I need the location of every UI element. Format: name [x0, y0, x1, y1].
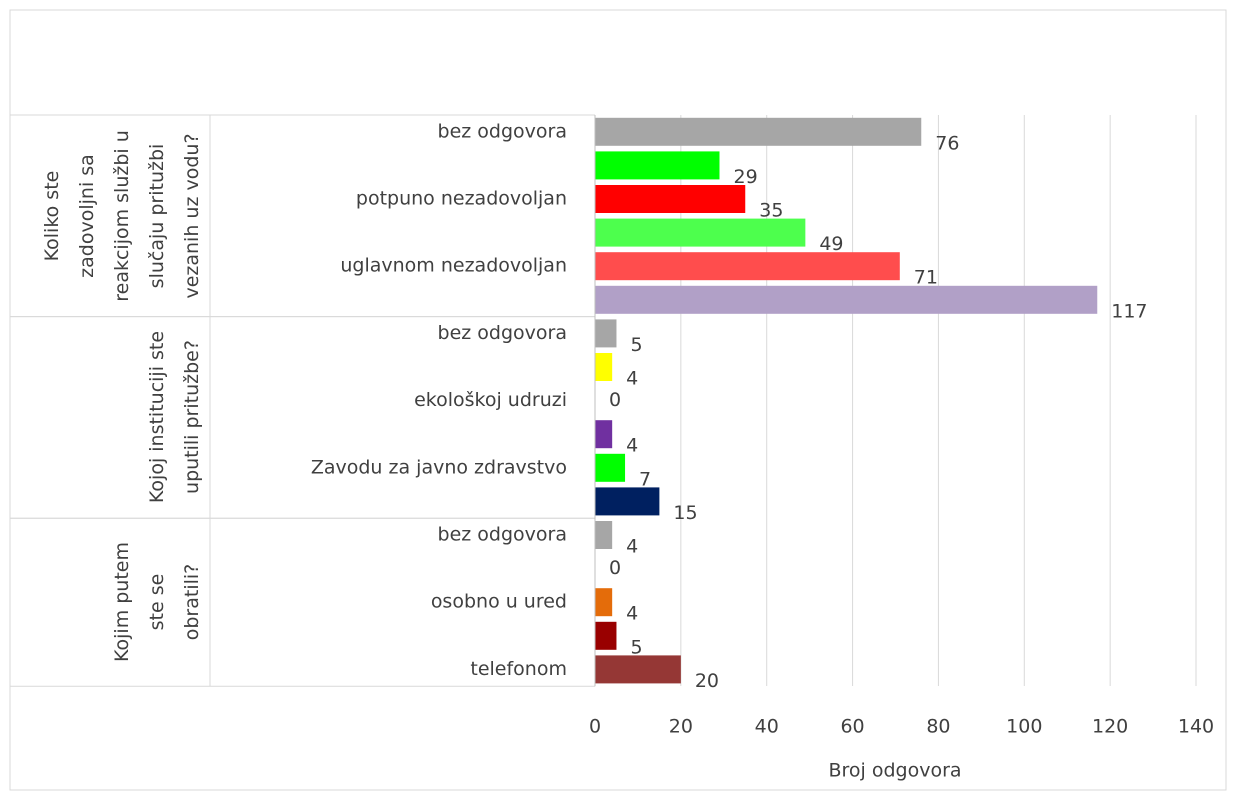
- value-label: 20: [695, 670, 719, 692]
- bar: [595, 151, 720, 180]
- value-label: 4: [626, 603, 638, 625]
- value-label: 49: [819, 233, 843, 255]
- bar: [595, 487, 660, 516]
- bar: [595, 285, 1098, 314]
- value-label: 4: [626, 368, 638, 390]
- bar: [595, 453, 626, 482]
- group-label: Kojim putem ste se obratili?: [10, 518, 210, 686]
- value-label: 76: [935, 132, 959, 154]
- group-label-text: Koliko ste zadovoljni sa reakcijom služb…: [40, 130, 203, 302]
- x-tick-label: 140: [1178, 716, 1214, 738]
- category-label: osobno u ured: [431, 591, 567, 613]
- value-label: 15: [673, 502, 697, 524]
- x-tick-label: 100: [1006, 716, 1042, 738]
- bar: [595, 521, 613, 549]
- group-label: Koliko ste zadovoljni sa reakcijom služb…: [10, 115, 210, 317]
- x-axis-label: Broj odgovora: [828, 760, 961, 782]
- value-label: 7: [639, 468, 651, 490]
- category-label: Zavodu za javno zdravstvo: [311, 456, 567, 478]
- x-tick-label: 120: [1092, 716, 1128, 738]
- value-label: 4: [626, 435, 638, 457]
- value-label: 117: [1111, 300, 1147, 322]
- x-tick-label: 60: [840, 716, 864, 738]
- value-label: 35: [759, 200, 783, 222]
- bar: [595, 655, 681, 684]
- value-label: 5: [630, 334, 642, 356]
- value-label: 29: [733, 166, 757, 188]
- category-label: telefonom: [470, 658, 567, 680]
- x-tick-label: 20: [669, 716, 693, 738]
- x-tick-label: 80: [926, 716, 950, 738]
- value-label: 4: [626, 536, 638, 558]
- group-label-text: Kojoj instituciji ste uputili pritužbe?: [145, 331, 203, 504]
- bar: [595, 185, 746, 213]
- category-label: bez odgovora: [438, 120, 567, 142]
- value-label: 0: [609, 557, 621, 579]
- group-label: Kojoj instituciji ste uputili pritužbe?: [10, 317, 210, 519]
- value-label: 0: [609, 389, 621, 411]
- bar: [595, 319, 617, 348]
- value-label: 71: [914, 267, 938, 289]
- bar: [595, 117, 922, 146]
- bar: [595, 252, 900, 281]
- group-label-text: Kojim putem ste se obratili?: [111, 542, 203, 663]
- bar: [595, 353, 613, 381]
- bar: [595, 588, 613, 617]
- bar: [595, 621, 617, 650]
- x-tick-label: 40: [755, 716, 779, 738]
- category-label: uglavnom nezadovoljan: [340, 255, 567, 277]
- category-label: bez odgovora: [438, 524, 567, 546]
- category-label: potpuno nezadovoljan: [356, 188, 567, 210]
- category-label: ekološkoj udruzi: [414, 389, 567, 411]
- value-label: 5: [630, 636, 642, 658]
- bar: [595, 420, 613, 449]
- category-label: bez odgovora: [438, 322, 567, 344]
- bar: [595, 218, 806, 247]
- x-tick-label: 0: [589, 716, 601, 738]
